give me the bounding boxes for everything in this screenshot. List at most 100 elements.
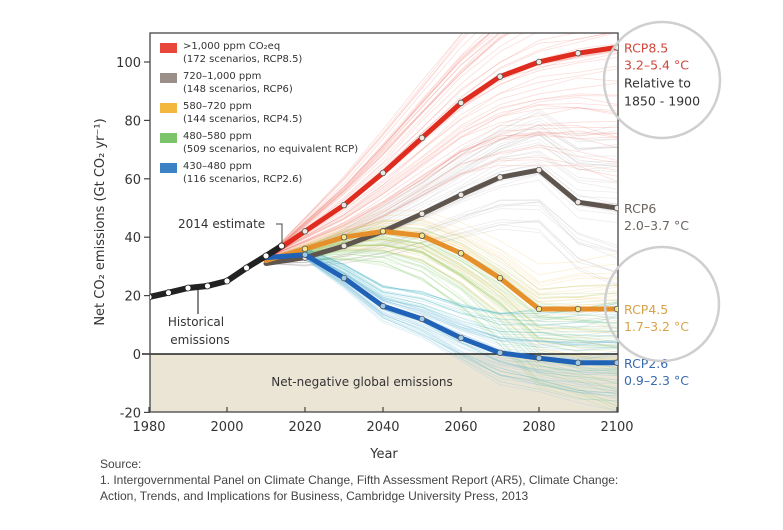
scenario-line (265, 221, 618, 273)
data-point (496, 73, 504, 80)
scenario-line (265, 33, 463, 258)
data-point (535, 305, 543, 313)
scenario-line (265, 257, 618, 394)
scenario-line (265, 131, 618, 259)
legend-sublabel: (144 scenarios, RCP4.5) (183, 114, 302, 125)
scenario-line (265, 223, 618, 295)
data-point (613, 359, 618, 366)
legend-swatch (160, 133, 177, 143)
scenario-line (265, 250, 618, 337)
scenario-line (265, 247, 618, 317)
scenario-line (265, 151, 618, 264)
highlight-circle-rcp45 (603, 245, 721, 363)
y-tick-label: 0 (133, 348, 141, 363)
series-line-rcp8-5 (263, 44, 618, 261)
x-tick-label: 2060 (444, 420, 477, 435)
rcp-label-name: RCP2.6 (624, 356, 668, 371)
scenario-line (265, 146, 618, 259)
scenario-line (265, 238, 618, 333)
y-tick-label: 40 (124, 231, 141, 246)
scenario-line (265, 250, 618, 333)
rcp-label-range: 3.2–5.4 °C (624, 57, 689, 72)
data-point (418, 232, 426, 239)
scenario-line (265, 238, 618, 338)
rcp-label-range: 0.9–2.3 °C (624, 373, 689, 388)
data-point (574, 198, 582, 206)
data-point (379, 302, 387, 310)
scenario-line (265, 249, 618, 326)
scenario-line (265, 257, 618, 390)
data-point (613, 204, 618, 212)
scenario-line (265, 257, 618, 394)
legend-label: 580–720 ppm (183, 101, 252, 112)
scenario-line (265, 253, 618, 391)
net-negative-region (150, 354, 618, 412)
x-axis-title: Year (369, 447, 398, 462)
scenario-line (265, 133, 618, 259)
source-line-2: Action, Trends, and Implications for Bus… (100, 489, 529, 503)
scenario-line (265, 33, 491, 258)
x-tick-label: 2100 (600, 420, 633, 435)
y-axis-title: Net CO₂ emissions (Gt CO₂ yr⁻¹) (93, 118, 108, 325)
scenario-line (265, 226, 618, 298)
scenario-line (265, 93, 618, 258)
scenario-line (265, 247, 618, 314)
scenario-line (265, 256, 618, 382)
scenario-line (265, 33, 509, 258)
historical-annotation-line1: Historical (168, 315, 224, 329)
scenario-line (265, 255, 618, 396)
data-point (535, 166, 543, 174)
scenario-line (265, 33, 492, 258)
scenario-line (265, 33, 496, 258)
scenario-line (265, 252, 618, 351)
source-heading: Source: (100, 457, 142, 471)
data-point (535, 58, 543, 66)
scenario-line (265, 82, 618, 258)
scenario-line (265, 239, 618, 333)
scenario-line (265, 252, 618, 385)
y-tick-label: 20 (124, 290, 141, 305)
data-point (613, 305, 618, 313)
data-point (418, 134, 426, 142)
scenario-line (265, 77, 618, 258)
scenario-line (265, 256, 618, 384)
scenario-line (265, 219, 618, 274)
data-point (457, 334, 465, 342)
scenario-line (265, 249, 618, 329)
scenario-line (265, 250, 618, 330)
scenario-line (265, 257, 618, 407)
legend: >1,000 ppm CO₂eq (172 scenarios, RCP8.5) 7… (160, 41, 358, 185)
data-point (340, 274, 348, 282)
series-line-rcp6 (263, 167, 618, 266)
scenario-line (265, 218, 618, 284)
scenario-line (265, 252, 618, 349)
scenario-line (265, 237, 618, 330)
scenario-line (265, 239, 618, 332)
series-line-rcp2-6 (263, 252, 618, 366)
data-point (574, 305, 582, 313)
y-tick-label: -20 (120, 406, 141, 421)
scenario-line (265, 249, 618, 322)
data-point (457, 191, 465, 199)
scenario-line (265, 65, 618, 258)
scenario-line (265, 225, 618, 295)
data-point (184, 284, 192, 292)
scenario-line (265, 256, 618, 393)
legend-sublabel: (172 scenarios, RCP8.5) (183, 54, 302, 65)
scenario-line (265, 33, 510, 258)
negative-region-label: Net-negative global emissions (271, 375, 453, 389)
legend-swatch (160, 103, 177, 113)
scenario-line (265, 256, 618, 381)
data-point (301, 228, 309, 235)
legend-swatch (160, 43, 177, 53)
data-point (379, 228, 387, 235)
scenario-line (265, 132, 618, 259)
data-point (340, 242, 348, 250)
y-tick-label: 60 (124, 173, 141, 188)
historical-annotation-line2: emissions (170, 333, 229, 347)
x-tick-label: 2000 (210, 420, 243, 435)
scenario-line (265, 33, 611, 258)
estimate-annotation: 2014 estimate (178, 217, 265, 231)
scenario-fans (265, 33, 618, 412)
scenario-line (265, 222, 618, 291)
